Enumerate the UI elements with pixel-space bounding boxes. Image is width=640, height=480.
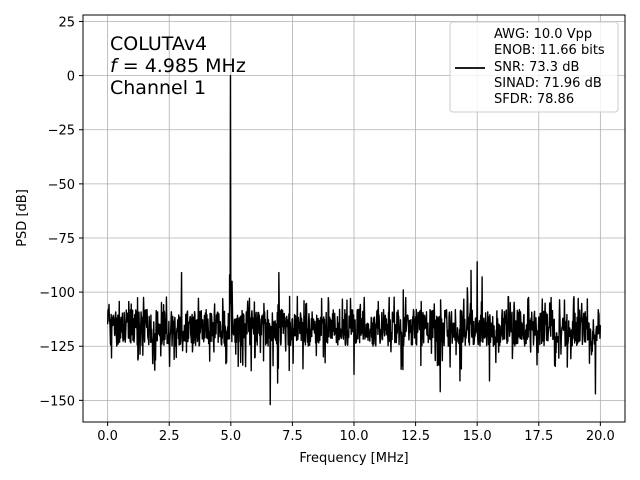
x-tick-label: 2.5 xyxy=(159,429,180,444)
y-tick-label: −50 xyxy=(48,178,75,193)
x-tick-label: 12.5 xyxy=(401,429,430,444)
legend-line-sinad: SINAD: 71.96 dB xyxy=(494,76,602,91)
legend-line-awg: AWG: 10.0 Vpp xyxy=(494,27,592,42)
annotation: COLUTAv4 f = 4.985 MHz Channel 1 xyxy=(110,33,246,99)
y-tick-label: 25 xyxy=(58,15,75,30)
y-tick-label: −125 xyxy=(39,340,75,355)
legend-line-enob: ENOB: 11.66 bits xyxy=(494,43,605,58)
x-tick-label: 15.0 xyxy=(463,429,492,444)
y-tick-label: −100 xyxy=(39,286,75,301)
legend-box xyxy=(449,21,619,113)
annotation-line-3: Channel 1 xyxy=(110,77,206,99)
psd-series-line xyxy=(106,74,602,406)
x-tick-label: 17.5 xyxy=(524,429,553,444)
legend-line-sfdr: SFDR: 78.86 xyxy=(494,92,574,107)
y-tick-label: −75 xyxy=(48,232,75,247)
annotation-line-1: COLUTAv4 xyxy=(110,33,207,55)
y-tick-label: −25 xyxy=(48,124,75,139)
legend: AWG: 10.0 Vpp ENOB: 11.66 bits SNR: 73.3… xyxy=(449,21,619,113)
y-tick-label: 0 xyxy=(67,70,75,85)
x-tick-label: 5.0 xyxy=(220,429,241,444)
x-tick-label: 20.0 xyxy=(586,429,615,444)
legend-line-snr: SNR: 73.3 dB xyxy=(494,60,579,75)
x-tick-label: 10.0 xyxy=(340,429,369,444)
x-axis-label: Frequency [MHz] xyxy=(299,451,408,466)
axis-ticks: 0.0 2.5 5.0 7.5 10.0 12.5 15.0 17.5 20.0 25 0 −25 −5… xyxy=(39,15,615,444)
y-axis-label: PSD [dB] xyxy=(15,189,30,247)
data-layer xyxy=(106,74,602,406)
annotation-frequency-value: = 4.985 MHz xyxy=(117,55,246,77)
annotation-line-2: f = 4.985 MHz xyxy=(110,55,246,77)
y-tick-label: −150 xyxy=(39,394,75,409)
x-tick-label: 0.0 xyxy=(97,429,118,444)
annotation-frequency-symbol: f xyxy=(110,55,120,77)
x-tick-label: 7.5 xyxy=(282,429,303,444)
